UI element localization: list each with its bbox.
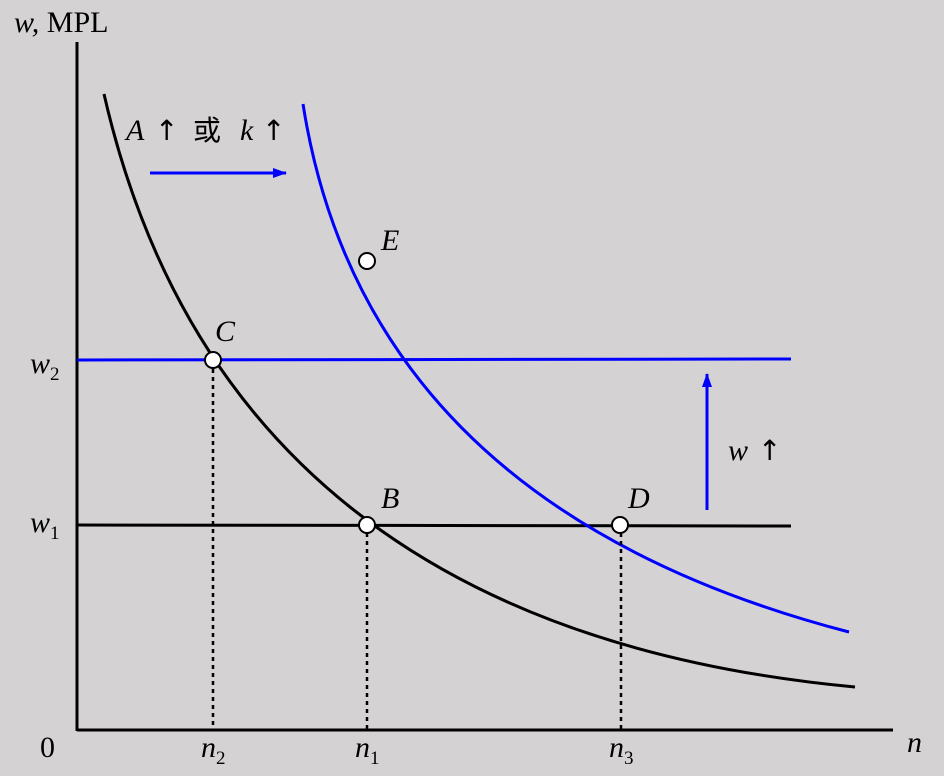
w1-symbol: w [30, 506, 50, 539]
n2-subscript: 2 [216, 748, 226, 769]
point-e-label: E [380, 224, 399, 257]
mpl-curve-original [102, 93, 856, 689]
n1-symbol: n [355, 731, 370, 764]
x-axis-label: n [907, 726, 922, 759]
shift-up-arrow-k: ↑ [262, 114, 285, 147]
w1-subscript: 1 [50, 523, 60, 544]
point-b [358, 516, 376, 534]
shift-label-k: k [240, 114, 254, 147]
w2-subscript: 2 [50, 364, 60, 385]
w2-symbol: w [30, 347, 50, 380]
wage-line-w1 [76, 523, 792, 528]
wage-line-w2 [76, 357, 792, 362]
point-b-label: B [381, 482, 399, 515]
tick-label-n2: n2 [201, 731, 226, 769]
point-d [611, 516, 629, 534]
point-d-label: D [627, 482, 650, 515]
tick-label-n3: n3 [609, 731, 634, 769]
point-c-label: C [215, 315, 236, 348]
shift-up-arrow-a: ↑ [155, 114, 178, 147]
origin-label: 0 [40, 731, 55, 764]
n3-subscript: 3 [624, 748, 634, 769]
wage-shift-up-arrow: ↑ [758, 434, 781, 467]
point-e [358, 252, 376, 270]
tick-label-n1: n1 [355, 731, 380, 769]
wage-shift-label-w: w [728, 434, 748, 467]
y-axis-label-mpl: MPL [39, 6, 108, 39]
y-axis-label: w, MPL [14, 6, 108, 39]
shift-label-a: A [124, 114, 145, 147]
n2-symbol: n [201, 731, 216, 764]
point-c [204, 351, 222, 369]
y-axis-label-var: w, [14, 6, 39, 39]
tick-label-w2: w2 [30, 347, 60, 385]
shift-label-or: 或 [193, 114, 221, 147]
mpl-curve-shifted [301, 103, 850, 634]
n3-symbol: n [609, 731, 624, 764]
tick-label-w1: w1 [30, 506, 60, 544]
n1-subscript: 1 [370, 748, 380, 769]
